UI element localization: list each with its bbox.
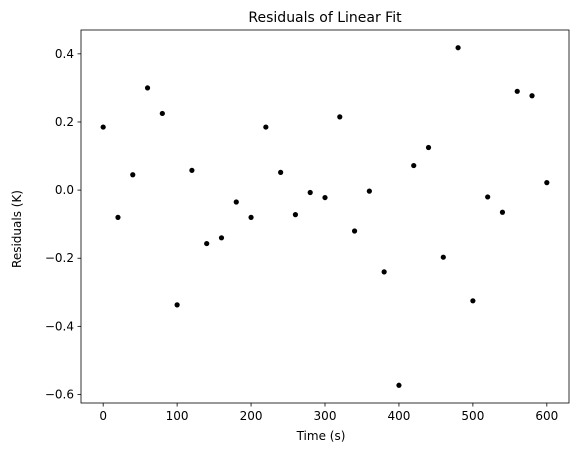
- y-tick-label: −0.4: [45, 319, 74, 333]
- data-point: [115, 214, 121, 220]
- data-point: [248, 214, 254, 220]
- y-axis: −0.6 −0.4 −0.2 0.0 0.2 0.4: [45, 47, 81, 401]
- y-tick-label: −0.6: [45, 387, 74, 401]
- data-point: [455, 45, 461, 51]
- x-axis-title: Time (s): [296, 429, 346, 443]
- data-point: [292, 212, 299, 218]
- x-tick-label: 500: [461, 409, 484, 423]
- data-point: [263, 124, 269, 130]
- data-point: [218, 235, 225, 241]
- x-axis: 0 100 200 300 400 500 600: [99, 403, 558, 423]
- data-point: [174, 302, 180, 308]
- y-tick-label: 0.2: [55, 115, 74, 129]
- data-point: [425, 144, 432, 151]
- plot-frame: [80, 29, 570, 404]
- y-tick-label: 0.0: [55, 183, 74, 197]
- y-axis-title: Residuals (K): [10, 190, 24, 268]
- data-point: [470, 298, 476, 304]
- data-point: [411, 162, 417, 169]
- data-point: [440, 254, 446, 260]
- y-tick-label: −0.2: [45, 251, 74, 265]
- x-tick-label: 400: [387, 409, 410, 423]
- data-point: [514, 88, 520, 94]
- data-point: [396, 382, 402, 388]
- data-point: [351, 228, 358, 234]
- data-point: [233, 199, 239, 205]
- data-point: [337, 114, 343, 120]
- data-point: [100, 124, 106, 130]
- x-tick-label: 300: [314, 409, 337, 423]
- data-point: [485, 194, 491, 200]
- data-points: [100, 45, 550, 388]
- data-point: [159, 110, 165, 117]
- data-point: [381, 269, 387, 275]
- data-point: [529, 93, 535, 99]
- data-point: [366, 188, 372, 194]
- x-tick-label: 200: [240, 409, 263, 423]
- x-tick-label: 600: [535, 409, 558, 423]
- data-point: [204, 240, 210, 247]
- data-point: [499, 209, 506, 215]
- plot-area: [80, 29, 570, 404]
- data-point: [278, 169, 284, 175]
- chart-title: Residuals of Linear Fit: [248, 10, 402, 26]
- data-point: [189, 167, 195, 173]
- data-point: [144, 85, 151, 91]
- x-tick-label: 100: [166, 409, 189, 423]
- data-point: [322, 194, 328, 201]
- x-tick-label: 0: [99, 409, 107, 423]
- data-point: [544, 180, 550, 186]
- data-point: [307, 189, 313, 196]
- y-tick-label: 0.4: [55, 47, 74, 61]
- data-point: [130, 172, 136, 178]
